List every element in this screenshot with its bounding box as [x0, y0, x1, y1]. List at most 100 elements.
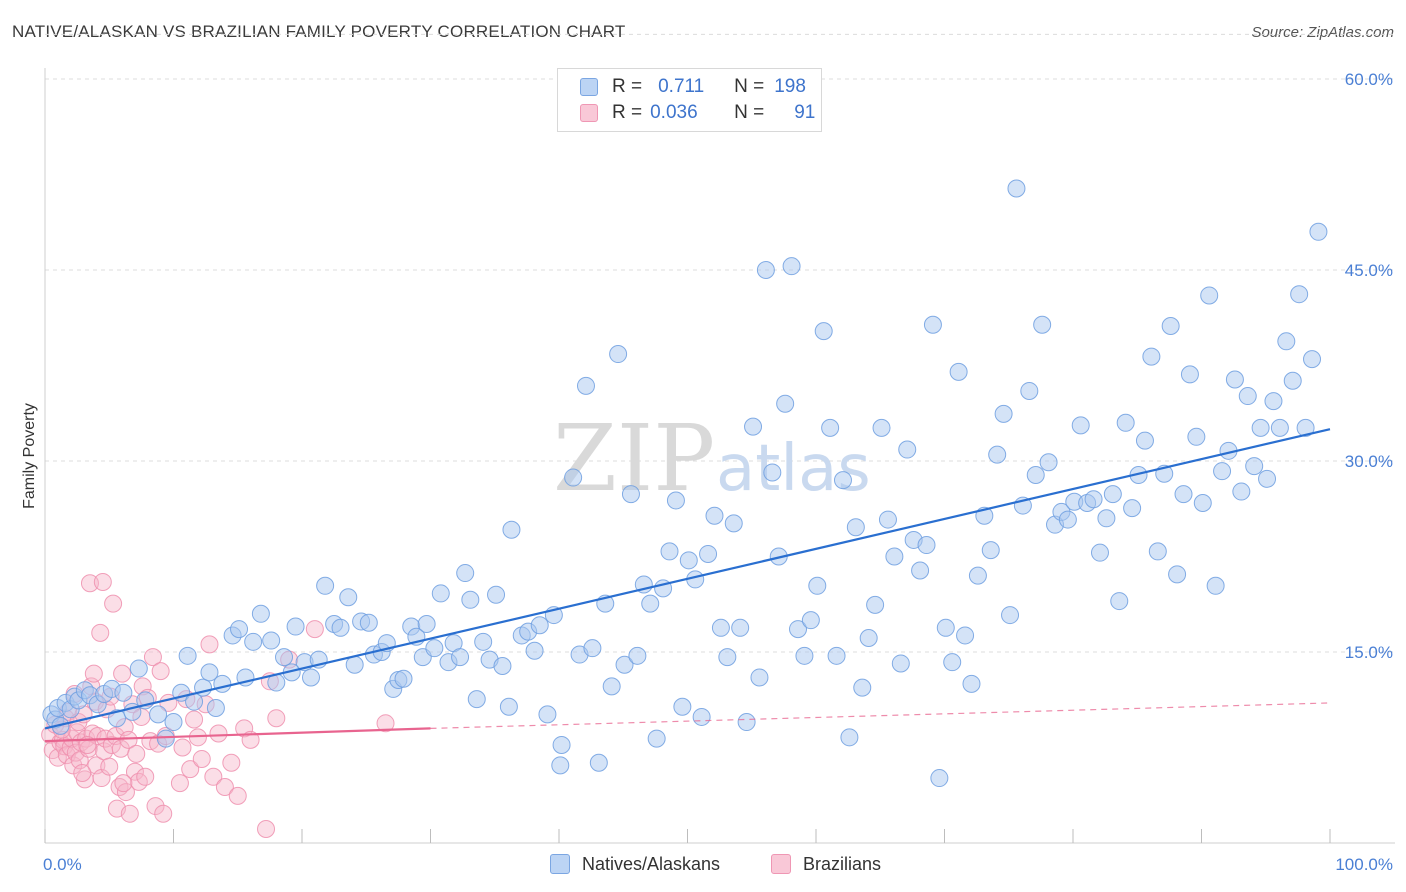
brazilians-point-78 — [228, 786, 247, 805]
natives-point-100 — [692, 707, 711, 726]
stats-legend: R = 0.711 N = 198 R = 0.036 N = 91 — [557, 68, 822, 132]
natives-point-141 — [956, 626, 975, 645]
natives-points — [42, 179, 1328, 788]
natives-point-169 — [1135, 431, 1154, 450]
brazilians-point-81 — [257, 819, 276, 838]
natives-point-76 — [538, 705, 557, 724]
natives-point-106 — [731, 618, 750, 637]
y-tick-label-1: 30.0% — [1345, 452, 1393, 471]
natives-point-39 — [301, 668, 320, 687]
natives-point-181 — [1213, 462, 1232, 481]
legend-row-natives: R = 0.711 N = 198 — [580, 75, 806, 99]
natives-point-35 — [275, 648, 294, 667]
natives-point-114 — [782, 257, 801, 276]
brazilians-point-36 — [100, 757, 119, 776]
natives-point-26 — [206, 699, 225, 718]
natives-point-69 — [493, 657, 512, 676]
brazilians-point-47 — [119, 730, 138, 749]
natives-point-190 — [1270, 418, 1289, 437]
natives-point-16 — [129, 659, 148, 678]
natives-point-148 — [1001, 606, 1020, 625]
brazilians-point-50 — [125, 762, 144, 781]
natives-point-145 — [981, 541, 1000, 560]
natives-point-196 — [1309, 222, 1328, 241]
natives-point-80 — [564, 468, 583, 487]
natives-point-170 — [1142, 347, 1161, 366]
natives-point-126 — [859, 628, 878, 647]
natives-point-95 — [660, 542, 679, 561]
natives-point-111 — [763, 463, 782, 482]
brazilians-point-23 — [80, 574, 99, 593]
brazilians-point-76 — [215, 777, 234, 796]
natives-point-20 — [164, 713, 183, 732]
natives-point-122 — [833, 471, 852, 490]
natives-point-110 — [756, 261, 775, 279]
brazilians-point-77 — [222, 753, 241, 772]
natives-point-157 — [1058, 510, 1077, 529]
natives-point-138 — [936, 618, 955, 637]
brazilians-point-74 — [204, 767, 223, 786]
natives-point-44 — [339, 588, 358, 607]
natives-point-79 — [552, 735, 571, 754]
natives-point-101 — [699, 544, 718, 563]
natives-point-125 — [853, 678, 872, 697]
natives-point-43 — [331, 618, 350, 637]
natives-swatch — [580, 78, 598, 96]
natives-point-104 — [718, 648, 737, 667]
natives-point-171 — [1148, 542, 1167, 561]
watermark: ZIP atlas — [553, 405, 871, 512]
brazilians-point-51 — [127, 744, 146, 763]
brazilians-point-26 — [84, 664, 103, 683]
natives-point-25 — [200, 663, 219, 682]
brazilians-point-59 — [146, 797, 165, 816]
natives-point-140 — [949, 362, 968, 381]
natives-point-166 — [1116, 413, 1135, 432]
bottom-natives-label: Natives/Alaskans — [582, 853, 721, 874]
y-tick-label-2: 45.0% — [1345, 261, 1393, 280]
natives-point-107 — [737, 713, 756, 732]
natives-point-90 — [628, 646, 647, 665]
bottom-brazilians-label: Brazilians — [803, 853, 882, 874]
natives-point-75 — [530, 616, 549, 635]
natives-point-151 — [1020, 381, 1039, 400]
brazilians-point-69 — [185, 710, 204, 729]
natives-point-82 — [576, 376, 595, 395]
natives-point-108 — [744, 417, 763, 436]
natives-point-31 — [244, 632, 263, 651]
natives-point-180 — [1206, 576, 1225, 595]
natives-point-102 — [705, 506, 724, 525]
natives-trend-line — [44, 428, 1331, 730]
natives-point-189 — [1264, 392, 1283, 411]
natives-point-147 — [994, 404, 1013, 423]
natives-point-143 — [968, 566, 987, 585]
brazilians-point-30 — [91, 623, 110, 642]
natives-point-129 — [878, 510, 897, 529]
natives-point-105 — [724, 514, 743, 533]
tick-labels: 15.0% 30.0% 45.0% 60.0% 0.0% 100.0% — [43, 70, 1393, 874]
natives-point-192 — [1283, 371, 1302, 390]
natives-point-146 — [988, 445, 1007, 464]
brazilians-trend-line — [44, 727, 431, 743]
natives-point-193 — [1290, 285, 1309, 304]
natives-point-116 — [795, 646, 814, 665]
brazilians-point-68 — [181, 760, 200, 779]
bottom-brazilians-swatch — [771, 854, 791, 874]
bottom-legend-natives: Natives/Alaskans — [550, 852, 720, 876]
natives-point-118 — [808, 576, 827, 595]
natives-point-84 — [589, 753, 608, 772]
brazilians-point-88 — [73, 763, 92, 782]
natives-point-62 — [451, 648, 470, 667]
x-tick-label-0: 0.0% — [43, 855, 82, 874]
brazilians-point-73 — [200, 635, 219, 654]
natives-point-149 — [1007, 179, 1026, 198]
natives-point-53 — [394, 669, 413, 688]
brazilians-point-80 — [241, 730, 260, 749]
natives-point-71 — [502, 520, 521, 539]
natives-point-188 — [1258, 469, 1277, 488]
brazilians-point-62 — [154, 804, 173, 823]
natives-point-57 — [417, 614, 436, 633]
brazilians-point-66 — [173, 738, 192, 757]
natives-point-154 — [1039, 453, 1058, 472]
natives-point-93 — [647, 729, 666, 748]
